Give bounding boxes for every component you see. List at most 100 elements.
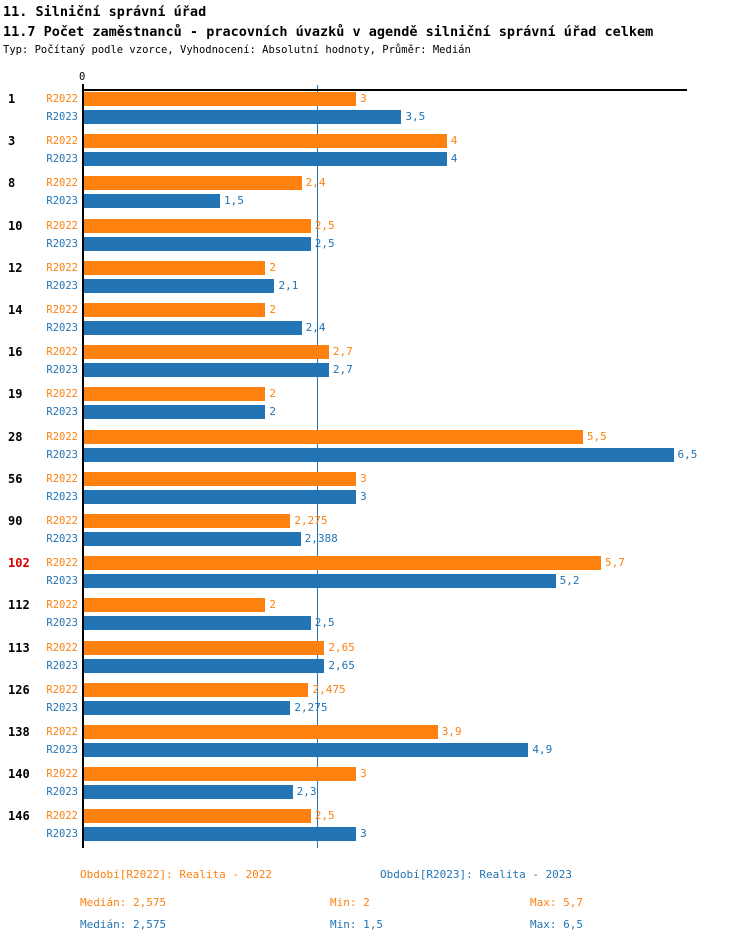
series-label-r2022: R2022 bbox=[46, 683, 78, 696]
series-label-r2023: R2023 bbox=[46, 111, 78, 123]
y-axis-line bbox=[82, 84, 84, 848]
bar-value-label: 2,5 bbox=[314, 218, 335, 232]
category-label: 102 bbox=[8, 556, 30, 571]
page-title: 11. Silniční správní úřad bbox=[3, 4, 207, 20]
bar-r2022 bbox=[84, 176, 302, 191]
bar-value-label: 3 bbox=[360, 92, 367, 105]
bar-r2022 bbox=[84, 809, 311, 824]
series-label-r2022: R2022 bbox=[46, 261, 78, 274]
category-label: 112 bbox=[8, 598, 30, 613]
series-label-r2022: R2022 bbox=[46, 177, 78, 190]
bar-value-label: 3,5 bbox=[405, 110, 426, 123]
stat-min-r2022: Min: 2 bbox=[330, 896, 370, 909]
bar-value-label: 3 bbox=[360, 827, 367, 841]
bar-value-label: 3 bbox=[360, 471, 367, 485]
series-label-r2023: R2023 bbox=[46, 701, 78, 714]
bar-r2023 bbox=[84, 152, 447, 167]
series-label-r2023: R2023 bbox=[46, 490, 78, 503]
series-label-r2023: R2023 bbox=[46, 406, 78, 419]
bar-r2022 bbox=[84, 682, 309, 697]
series-label-r2023: R2023 bbox=[46, 195, 78, 208]
bar-r2023 bbox=[84, 489, 357, 504]
series-label-r2023: R2023 bbox=[46, 659, 78, 672]
category-label: 16 bbox=[8, 345, 23, 360]
bar-value-label: 3 bbox=[360, 767, 367, 781]
bar-r2022 bbox=[84, 345, 329, 360]
category-label: 8 bbox=[8, 176, 16, 191]
bar-r2023 bbox=[84, 278, 275, 293]
series-label-r2023: R2023 bbox=[46, 279, 78, 292]
bar-r2023 bbox=[84, 110, 402, 124]
bar-value-label: 2,4 bbox=[305, 321, 326, 334]
bar-r2022 bbox=[84, 218, 311, 233]
chart-meta: Typ: Počítaný podle vzorce, Vyhodnocení:… bbox=[3, 44, 471, 56]
bar-value-label: 2,4 bbox=[305, 176, 326, 190]
bar-value-label: 2 bbox=[269, 405, 277, 419]
category-label: 126 bbox=[8, 682, 30, 697]
series-label-r2023: R2023 bbox=[46, 786, 78, 799]
category-label: 28 bbox=[8, 429, 23, 444]
bar-r2023 bbox=[84, 363, 329, 378]
bar-r2023 bbox=[84, 785, 293, 800]
bar-r2023 bbox=[84, 236, 311, 251]
bar-value-label: 5,7 bbox=[604, 556, 625, 570]
bar-r2023 bbox=[84, 194, 221, 209]
category-label: 12 bbox=[8, 260, 23, 275]
series-label-r2023: R2023 bbox=[46, 744, 78, 756]
category-label: 10 bbox=[8, 218, 23, 233]
stat-max-r2022: Max: 5,7 bbox=[530, 896, 583, 909]
category-label: 56 bbox=[8, 471, 23, 486]
series-label-r2022: R2022 bbox=[46, 641, 78, 654]
bar-r2022 bbox=[84, 260, 266, 275]
bar-r2022 bbox=[84, 429, 583, 444]
series-label-r2022: R2022 bbox=[46, 810, 78, 823]
bar-r2022 bbox=[84, 514, 291, 528]
series-label-r2022: R2022 bbox=[46, 599, 78, 612]
median-line bbox=[316, 85, 319, 848]
series-label-r2023: R2023 bbox=[46, 448, 78, 461]
bar-r2022 bbox=[84, 556, 601, 571]
bar-value-label: 2,275 bbox=[294, 514, 328, 527]
category-label: 138 bbox=[8, 725, 30, 739]
bar-value-label: 5,5 bbox=[586, 429, 607, 443]
category-label: 90 bbox=[8, 514, 23, 528]
category-label: 113 bbox=[8, 640, 30, 655]
bar-r2023 bbox=[84, 532, 301, 546]
series-label-r2022: R2022 bbox=[46, 472, 78, 485]
bar-r2022 bbox=[84, 471, 357, 486]
bar-r2023 bbox=[84, 658, 325, 673]
series-label-r2022: R2022 bbox=[46, 726, 78, 738]
legend-r2023: Období[R2023]: Realita - 2023 bbox=[380, 868, 573, 881]
bar-value-label: 2,65 bbox=[328, 658, 355, 672]
bar-r2022 bbox=[84, 387, 266, 402]
bar-value-label: 2 bbox=[269, 598, 277, 612]
stat-min-r2023: Min: 1,5 bbox=[330, 918, 383, 931]
series-label-r2023: R2023 bbox=[46, 364, 78, 377]
bar-value-label: 2,65 bbox=[328, 640, 355, 654]
category-label: 140 bbox=[8, 767, 30, 782]
bar-r2022 bbox=[84, 134, 447, 149]
bar-value-label: 3 bbox=[360, 489, 367, 503]
category-label: 1 bbox=[8, 92, 16, 106]
series-label-r2022: R2022 bbox=[46, 135, 78, 148]
bar-value-label: 2 bbox=[269, 303, 277, 316]
series-label-r2023: R2023 bbox=[46, 533, 78, 545]
axis-zero-label: 0 bbox=[79, 71, 86, 83]
stat-median-r2022: Medián: 2,575 bbox=[80, 896, 167, 909]
bar-value-label: 2 bbox=[269, 387, 277, 401]
bar-r2023 bbox=[84, 616, 311, 631]
bar-value-label: 6,5 bbox=[677, 447, 698, 461]
bar-value-label: 2,388 bbox=[304, 532, 338, 545]
bar-value-label: 4,9 bbox=[532, 743, 553, 756]
bar-value-label: 2,5 bbox=[314, 236, 335, 250]
category-label: 3 bbox=[8, 134, 16, 149]
series-label-r2023: R2023 bbox=[46, 237, 78, 250]
legend-r2022: Období[R2022]: Realita - 2022 bbox=[80, 868, 273, 881]
category-label: 146 bbox=[8, 809, 30, 824]
bar-value-label: 2,5 bbox=[314, 616, 335, 630]
series-label-r2022: R2022 bbox=[46, 557, 78, 570]
bar-r2022 bbox=[84, 92, 357, 106]
bar-value-label: 5,2 bbox=[559, 574, 580, 588]
series-label-r2023: R2023 bbox=[46, 575, 78, 588]
